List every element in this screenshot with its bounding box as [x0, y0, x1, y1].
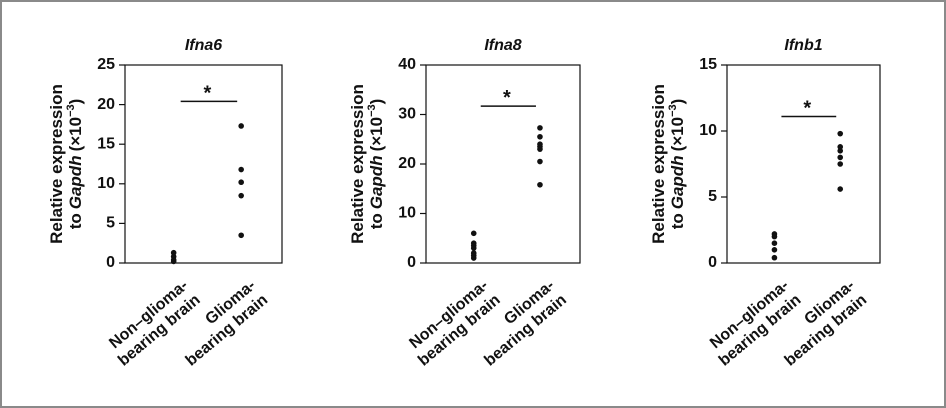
data-point: [837, 130, 844, 137]
data-point: [238, 166, 244, 173]
y-tick-label: 30: [398, 106, 416, 123]
y-label-part: (×10: [66, 117, 85, 152]
data-point: [771, 233, 778, 240]
y-tick-label: 20: [97, 96, 115, 113]
y-label-part: ): [367, 99, 386, 105]
y-label-part: −3: [366, 104, 378, 117]
y-tick-label: 10: [97, 175, 115, 192]
data-point: [837, 148, 844, 154]
y-label-part: to: [66, 213, 85, 229]
y-tick-label: 0: [708, 254, 717, 271]
y-label-line: Relative expression: [348, 84, 367, 244]
chart-title: Ifna8: [484, 37, 521, 54]
data-point: [771, 240, 778, 246]
data-point: [537, 146, 543, 152]
data-point: [470, 245, 477, 251]
chart-title: Ifnb1: [784, 37, 822, 54]
significance-star: *: [204, 82, 212, 104]
data-point: [837, 144, 844, 150]
y-label-part: Gapdh: [668, 155, 687, 209]
y-axis-label: Relative expression to Gapdh (×10−3): [649, 84, 687, 244]
y-label-part: −3: [65, 104, 77, 117]
y-label-line: to Gapdh (×10−3): [366, 99, 386, 230]
y-label-line: to Gapdh (×10−3): [65, 99, 85, 230]
data-point: [837, 154, 844, 161]
y-label-part: ): [66, 99, 85, 105]
y-tick-label: 15: [699, 56, 717, 73]
y-label-part: (×10: [668, 117, 687, 152]
y-tick-label: 10: [699, 122, 717, 139]
y-label-part: to: [668, 213, 687, 229]
y-tick-label: 0: [407, 254, 416, 271]
y-label-part: Gapdh: [66, 155, 85, 209]
data-point: [470, 255, 477, 261]
y-tick-label: 5: [106, 215, 115, 232]
data-point: [537, 125, 543, 131]
data-point: [238, 192, 244, 199]
plot-area: [726, 64, 881, 264]
data-point: [537, 133, 543, 140]
y-tick-label: 20: [398, 155, 416, 172]
y-axis-label: Relative expression to Gapdh (×10−3): [47, 84, 85, 244]
y-label-part: to: [367, 213, 386, 229]
y-tick-label: 10: [398, 205, 416, 222]
data-point: [170, 249, 177, 256]
y-tick-label: 0: [106, 254, 115, 271]
y-label-line: Relative expression: [649, 84, 668, 244]
y-tick-label: 40: [398, 56, 416, 73]
significance-star: *: [803, 97, 811, 119]
data-point: [170, 258, 177, 265]
plot-area: [124, 64, 283, 264]
data-point: [837, 186, 844, 192]
data-point: [537, 158, 543, 165]
y-tick-label: 25: [97, 56, 115, 73]
y-label-part: (×10: [367, 117, 386, 152]
y-label-line: to Gapdh (×10−3): [667, 99, 687, 230]
data-point: [537, 181, 543, 188]
data-point: [771, 254, 778, 261]
data-point: [470, 230, 477, 237]
y-tick-label: 5: [708, 188, 717, 205]
y-label-line: Relative expression: [47, 84, 66, 244]
y-axis-label: Relative expression to Gapdh (×10−3): [348, 84, 386, 244]
data-point: [837, 161, 844, 167]
y-label-part: ): [668, 99, 687, 105]
y-tick-label: 15: [97, 135, 115, 152]
significance-star: *: [503, 87, 511, 109]
data-point: [238, 179, 244, 186]
data-point: [238, 232, 244, 239]
chart-title: Ifna6: [185, 37, 222, 54]
data-point: [771, 247, 778, 253]
y-label-part: Gapdh: [367, 155, 386, 209]
y-label-part: −3: [667, 104, 679, 117]
data-point: [238, 123, 244, 129]
